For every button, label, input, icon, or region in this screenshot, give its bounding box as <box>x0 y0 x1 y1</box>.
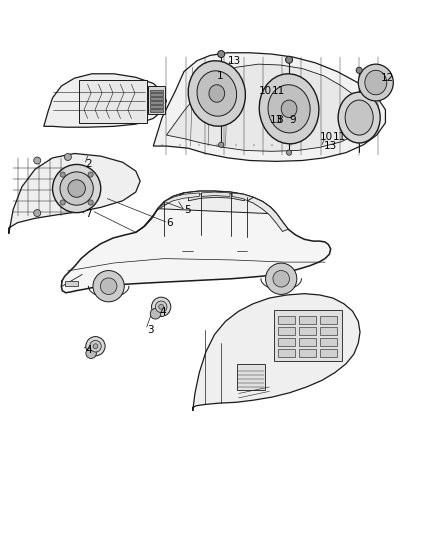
Polygon shape <box>136 193 184 232</box>
Circle shape <box>273 270 290 287</box>
Ellipse shape <box>358 64 393 101</box>
Ellipse shape <box>338 92 380 143</box>
Text: 8: 8 <box>276 115 283 125</box>
Text: 11: 11 <box>272 86 285 96</box>
Bar <box>150 98 163 100</box>
Ellipse shape <box>345 100 373 135</box>
Polygon shape <box>247 197 288 231</box>
Circle shape <box>90 341 101 352</box>
Circle shape <box>34 157 41 164</box>
Text: 2: 2 <box>85 159 92 168</box>
Circle shape <box>34 209 41 216</box>
Bar <box>148 86 165 114</box>
Polygon shape <box>44 74 166 127</box>
Text: 13: 13 <box>269 115 283 125</box>
Polygon shape <box>166 64 368 151</box>
Circle shape <box>86 348 96 359</box>
Bar <box>150 101 163 104</box>
Circle shape <box>286 56 293 63</box>
Circle shape <box>356 67 362 74</box>
Ellipse shape <box>365 70 387 95</box>
Circle shape <box>88 200 93 205</box>
Circle shape <box>60 172 65 177</box>
Circle shape <box>152 297 171 317</box>
Bar <box>299 317 316 324</box>
Text: 12: 12 <box>381 73 394 83</box>
Circle shape <box>53 165 101 213</box>
Circle shape <box>218 51 225 58</box>
Polygon shape <box>158 191 277 214</box>
Ellipse shape <box>197 71 237 116</box>
Circle shape <box>64 154 71 160</box>
Polygon shape <box>9 154 140 233</box>
Bar <box>320 317 337 324</box>
Circle shape <box>150 309 161 319</box>
Bar <box>150 90 163 92</box>
Text: 10: 10 <box>258 86 272 96</box>
Ellipse shape <box>281 100 297 118</box>
Text: 5: 5 <box>184 205 191 215</box>
Polygon shape <box>193 294 360 411</box>
Polygon shape <box>201 192 230 197</box>
Ellipse shape <box>188 61 245 126</box>
Circle shape <box>93 271 124 302</box>
Bar <box>79 80 147 123</box>
Ellipse shape <box>268 85 310 133</box>
Bar <box>278 327 295 335</box>
Circle shape <box>60 200 65 205</box>
Circle shape <box>155 301 167 312</box>
Text: 9: 9 <box>289 115 296 125</box>
Text: 6: 6 <box>166 217 173 228</box>
Text: 13: 13 <box>324 141 337 151</box>
Text: 7: 7 <box>85 209 92 219</box>
Circle shape <box>286 150 292 155</box>
Bar <box>274 310 342 361</box>
Text: 11: 11 <box>333 132 346 142</box>
Bar <box>237 364 265 390</box>
Polygon shape <box>153 53 385 161</box>
Bar <box>278 349 295 357</box>
Bar <box>299 349 316 357</box>
Ellipse shape <box>209 85 225 102</box>
Circle shape <box>265 263 297 294</box>
Polygon shape <box>164 193 199 205</box>
Bar <box>150 109 163 112</box>
Circle shape <box>88 172 93 177</box>
Text: 13: 13 <box>228 55 241 66</box>
Text: 10: 10 <box>320 132 333 142</box>
Bar <box>320 338 337 346</box>
Bar <box>299 327 316 335</box>
Text: 3: 3 <box>147 325 153 335</box>
Circle shape <box>93 344 98 349</box>
Polygon shape <box>188 193 244 201</box>
Circle shape <box>219 142 224 147</box>
Circle shape <box>60 172 93 205</box>
Bar <box>65 281 78 286</box>
Bar <box>150 93 163 96</box>
Text: 4: 4 <box>160 308 166 318</box>
Bar <box>320 327 337 335</box>
Polygon shape <box>61 191 331 293</box>
Bar <box>278 338 295 346</box>
Polygon shape <box>232 193 253 201</box>
Circle shape <box>100 278 117 295</box>
Text: 4: 4 <box>85 345 92 355</box>
Circle shape <box>68 180 85 197</box>
Ellipse shape <box>259 74 319 144</box>
Bar <box>320 349 337 357</box>
Bar <box>150 106 163 108</box>
Circle shape <box>86 336 105 356</box>
Bar <box>299 338 316 346</box>
Text: 1: 1 <box>217 71 223 81</box>
Circle shape <box>159 304 163 309</box>
Bar <box>278 317 295 324</box>
